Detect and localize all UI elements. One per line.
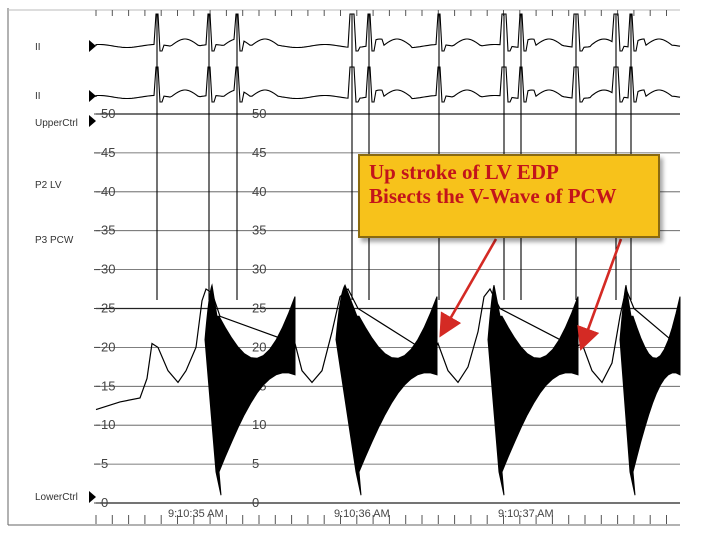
channel-label-upper: UpperCtrl [35,118,78,129]
arrow-2-icon [577,238,623,351]
callout-line-2: Bisects the V-Wave of PCW [369,184,617,208]
lv-beat-fill [204,283,296,496]
scale-left-label: 35 [101,223,115,238]
time-label-3: 9:10:37 AM [498,508,554,520]
scale-left-label: 15 [101,378,115,393]
scale-mid-label: 45 [252,145,266,160]
scale-left-label: 10 [101,417,115,432]
scale-left-label: 0 [101,495,108,510]
scale-mid-label: 20 [252,339,266,354]
lv-pressure-trace [204,283,681,496]
scale-mid-label: 40 [252,184,266,199]
scale-left-label: 25 [101,301,115,316]
scale-mid-label: 30 [252,262,266,277]
scale-left-label: 30 [101,262,115,277]
scale-mid-label: 35 [252,223,266,238]
ecg-trace-lead-a [95,13,681,52]
scale-left-label: 50 [101,106,115,121]
channel-label-lv: P2 LV [35,180,62,191]
top-time-ruler [95,10,667,16]
ecg-trace-lead-b [95,66,681,103]
scale-mid-label: 25 [252,301,266,316]
scale-left-label: 20 [101,339,115,354]
marker-lead-b-icon [89,90,96,102]
scale-left-label: 45 [101,145,115,160]
time-label-2: 9:10:36 AM [334,508,390,520]
channel-label-lower: LowerCtrl [35,492,78,503]
channel-labels: II II UpperCtrl P2 LV P3 PCW LowerCtrl [35,42,78,503]
marker-lead-a-icon [89,40,96,52]
scale-mid-label: 50 [252,106,266,121]
arrow-1-icon [439,238,498,338]
channel-label-lead-b: II [35,91,41,102]
bottom-time-ruler [95,515,667,524]
pcw-pressure-trace [95,286,681,411]
callout-line-1: Up stroke of LV EDP [369,160,559,184]
annotation-callout: Up stroke of LV EDP Bisects the V-Wave o… [358,154,660,238]
channel-label-lead-a: II [35,42,41,53]
time-labels: 9:10:35 AM 9:10:36 AM 9:10:37 AM [168,508,554,520]
scale-mid-label: 5 [252,456,259,471]
time-label-1: 9:10:35 AM [168,508,224,520]
marker-upper-icon [89,115,96,127]
channel-marker-icons [89,40,96,503]
scale-left-label: 40 [101,184,115,199]
channel-label-pcw: P3 PCW [35,235,74,246]
scale-mid-label: 0 [252,495,259,510]
scale-mid-label: 10 [252,417,266,432]
marker-lower-icon [89,491,96,503]
scale-left-label: 5 [101,456,108,471]
lv-beat-fill [335,284,438,496]
